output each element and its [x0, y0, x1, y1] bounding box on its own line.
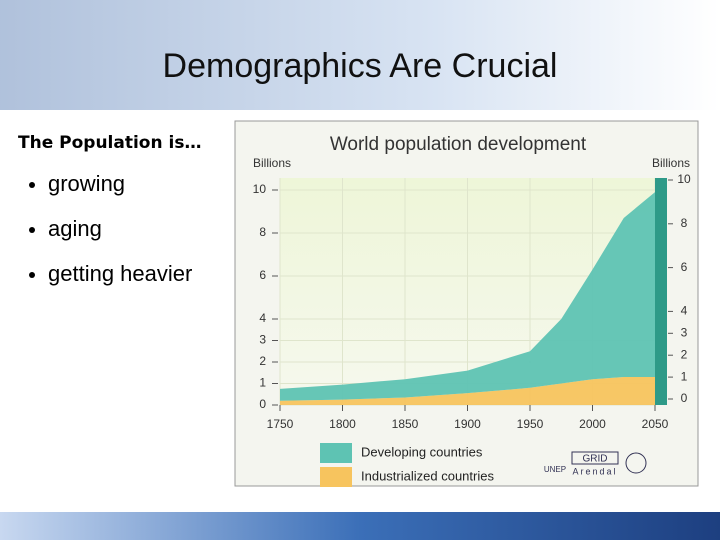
credit-box	[571, 451, 619, 465]
x-tick-label: 2000	[579, 417, 606, 431]
logo	[625, 452, 647, 474]
y2-tick-label: 3	[681, 325, 688, 339]
bullet-text: getting heavier	[48, 261, 192, 286]
x-tick-label: 1900	[454, 417, 481, 431]
area	[280, 192, 655, 401]
banner	[0, 0, 720, 110]
y-tick-label: 2	[259, 354, 266, 368]
x-tick-label: 1850	[392, 417, 419, 431]
x-tick-label: 1950	[517, 417, 544, 431]
y2-axis-label: Billions	[652, 156, 690, 170]
y-tick-label: 6	[259, 268, 266, 282]
slide-subtitle: The Population is…	[18, 133, 201, 153]
legend-swatch	[320, 467, 352, 487]
legend-swatch	[320, 443, 352, 463]
area	[280, 377, 655, 405]
x-tick-label: 2050	[642, 417, 669, 431]
bullet-text: aging	[48, 216, 102, 241]
y2-tick-label: 2	[681, 347, 688, 361]
y2-tick-label: 8	[681, 216, 688, 230]
legend-label: Industrialized countries	[361, 468, 494, 483]
y-tick-label: 4	[259, 311, 266, 325]
bullet-list: growing aging getting heavier	[29, 171, 192, 286]
x-tick-label: 1800	[329, 417, 356, 431]
y2-tick-label: 10	[677, 172, 691, 186]
y-tick-label: 0	[259, 397, 266, 411]
legend-label: Developing countries	[361, 444, 483, 459]
y-tick-label: 1	[259, 376, 266, 390]
chart-title: World population development	[330, 134, 587, 155]
y2-tick-label: 1	[681, 369, 688, 383]
slide-title: Demographics Are Crucial	[163, 47, 558, 85]
bullet-dot	[29, 227, 35, 233]
x-tick-label: 1750	[267, 417, 294, 431]
y-tick-label: 3	[259, 333, 266, 347]
footer-bar	[0, 512, 720, 540]
credit: Arendal	[572, 466, 617, 476]
right-axis-band	[655, 178, 667, 405]
y2-tick-label: 6	[681, 260, 688, 274]
y2-tick-label: 4	[681, 304, 688, 318]
bullet-dot	[29, 272, 35, 278]
bullet-text: growing	[48, 171, 125, 196]
credit: GRID	[583, 454, 608, 465]
y-tick-label: 8	[259, 225, 266, 239]
credit: UNEP	[544, 465, 566, 474]
y-axis-label: Billions	[253, 156, 291, 170]
y-tick-label: 10	[253, 182, 267, 196]
chart: 0 1 2 3 4 6 8 10 0 1 2 3 4 6 8 10 1750 1800 1850 1900 1950 20…	[253, 172, 691, 487]
y2-tick-label: 0	[681, 391, 688, 405]
bullet-dot	[29, 182, 35, 188]
